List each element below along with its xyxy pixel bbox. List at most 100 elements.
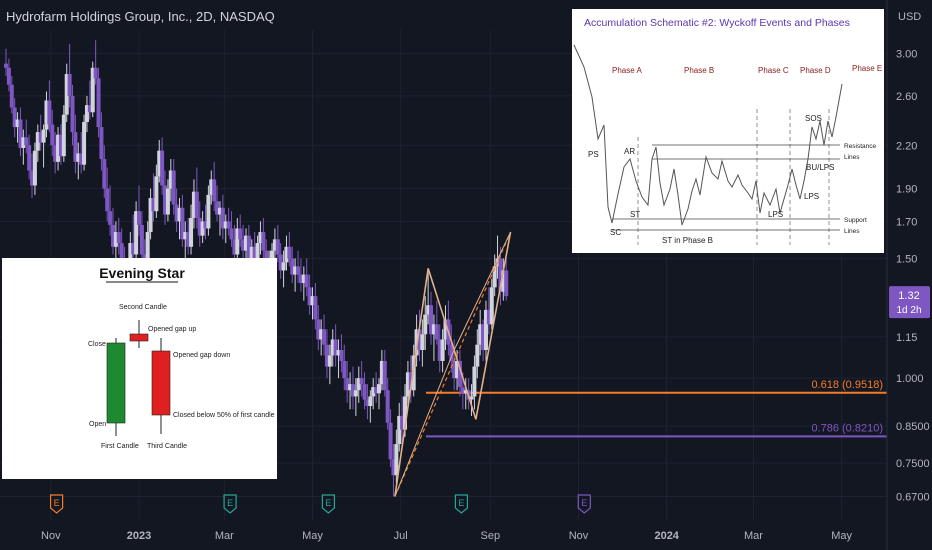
candle-body xyxy=(333,339,338,356)
candle-body xyxy=(18,119,23,148)
candle-body xyxy=(180,207,185,240)
candle-body xyxy=(423,314,428,335)
candle-body xyxy=(21,137,26,148)
candle-body xyxy=(353,390,358,397)
candle-body xyxy=(189,217,194,247)
candle-body xyxy=(27,145,32,171)
event-lps-1: LPS xyxy=(768,210,783,219)
candle-body xyxy=(209,179,214,195)
candle-body xyxy=(134,211,139,255)
wyckoff-diagram: Accumulation Schematic #2: Wyckoff Event… xyxy=(573,17,882,245)
candle-body xyxy=(203,221,208,229)
evening-star-panel: Evening Star Second Candle Opened gap up… xyxy=(2,258,277,479)
x-tick-label: May xyxy=(302,530,323,542)
y-tick-label: 3.00 xyxy=(896,49,917,61)
candle-body xyxy=(186,232,191,247)
candle-body xyxy=(165,188,170,215)
candle-body xyxy=(359,378,364,385)
candle-body xyxy=(304,274,309,288)
candle-body xyxy=(388,422,393,460)
candle-body xyxy=(420,334,425,351)
candle-body xyxy=(116,232,121,244)
earnings-marker-label: E xyxy=(54,498,60,508)
candle-body xyxy=(113,232,118,247)
third-candle-body xyxy=(151,350,171,416)
earnings-marker-label: E xyxy=(227,498,233,508)
candle-body xyxy=(408,372,413,391)
y-tick-label: 2.60 xyxy=(896,91,917,103)
candle-body xyxy=(371,387,376,397)
candle-body xyxy=(84,105,89,123)
y-tick-label: 1.15 xyxy=(896,332,917,344)
candle-body xyxy=(457,360,462,388)
y-tick-label: 1.70 xyxy=(896,216,917,228)
earnings-marker-label: E xyxy=(458,498,464,508)
candle-body xyxy=(73,132,78,162)
candle-body xyxy=(261,232,266,251)
x-tick-label: Mar xyxy=(215,530,234,542)
x-tick-label: 2024 xyxy=(654,530,679,542)
candle-body xyxy=(24,137,29,146)
candle-body xyxy=(44,100,49,130)
pattern-xd-dashed xyxy=(394,231,512,497)
label-second-candle: Second Candle xyxy=(119,304,167,311)
candle-body xyxy=(241,239,246,251)
y-tick-label: 0.7500 xyxy=(896,458,930,470)
candle-body xyxy=(58,134,63,157)
candle-body xyxy=(275,239,280,255)
candle-body xyxy=(434,324,439,340)
candle-body xyxy=(151,198,156,212)
axes: 3.00 2.60 2.20 1.90 1.70 1.50 1.15 1.000 0.8500 0… xyxy=(41,0,930,550)
candle-body xyxy=(105,188,110,212)
candle-body xyxy=(437,339,442,361)
candle-body xyxy=(376,384,381,394)
candle-body xyxy=(455,360,460,379)
support-resistance-lines xyxy=(612,144,840,231)
earnings-marker-icon xyxy=(321,494,335,514)
candle-body xyxy=(478,324,483,345)
fib-level-label-0: 0.618 (0.9518) xyxy=(811,379,883,391)
earnings-marker-label: E xyxy=(581,498,587,508)
candle-body xyxy=(463,390,468,394)
x-tick-label: Sep xyxy=(481,530,501,542)
price-tag-value: 1.32 xyxy=(898,290,919,302)
y-tick-label: 1.000 xyxy=(896,373,924,385)
candle-body xyxy=(35,132,40,151)
candle-body xyxy=(223,221,228,229)
candle-body xyxy=(258,232,263,244)
candle-body xyxy=(319,329,324,340)
label-open: Open xyxy=(89,421,106,428)
candle-body xyxy=(99,127,104,160)
candle-body xyxy=(400,415,405,430)
candle-body xyxy=(235,228,240,255)
candle-body xyxy=(163,185,168,215)
first-candle-body xyxy=(106,342,126,424)
earnings-marker-icon xyxy=(50,494,64,514)
label-close: Close xyxy=(88,341,106,348)
candle-body xyxy=(365,399,370,407)
candle-body xyxy=(137,211,142,225)
event-lps-2: LPS xyxy=(804,192,819,201)
phase-d-label: Phase D xyxy=(800,66,831,75)
candle-body xyxy=(281,262,286,271)
candle-body xyxy=(356,378,361,391)
candle-body xyxy=(96,78,101,128)
wyckoff-price-path xyxy=(573,44,843,226)
candle-body xyxy=(220,207,225,229)
candle-body xyxy=(481,324,486,351)
candle-body xyxy=(56,134,61,162)
candle-body xyxy=(12,107,17,128)
candle-body xyxy=(475,344,480,367)
phase-b-label: Phase B xyxy=(684,66,714,75)
candle-body xyxy=(212,179,217,202)
label-gap-up: Opened gap up xyxy=(148,326,196,333)
candle-body xyxy=(397,415,402,445)
currency-label[interactable]: USD xyxy=(898,11,922,23)
candle-body xyxy=(322,329,327,345)
candle-body xyxy=(492,266,497,288)
candle-body xyxy=(440,339,445,361)
fib-level-label-1: 0.786 (0.8210) xyxy=(811,422,883,434)
candle-body xyxy=(139,224,144,255)
